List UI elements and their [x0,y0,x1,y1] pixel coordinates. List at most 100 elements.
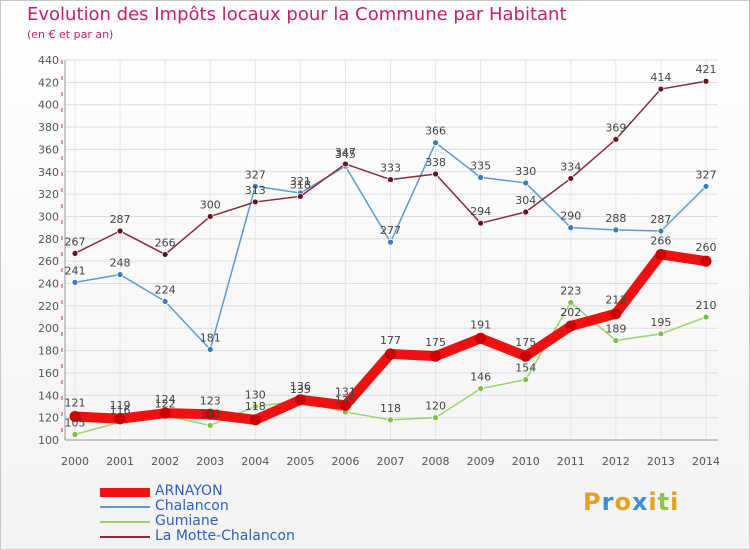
data-label-la-motte-chalancon: 421 [696,63,717,76]
legend-label-la-motte-chalancon: La Motte-Chalancon [155,528,295,544]
data-label-gumiane: 135 [290,383,311,396]
y-tick-label: 420 [38,76,59,89]
data-point-arnayon [385,348,396,360]
data-label-la-motte-chalancon: 313 [245,184,266,197]
data-point-chalancon [432,139,439,147]
data-point-la-motte-chalancon [251,198,259,206]
x-tick-label: 2001 [106,455,134,468]
data-point-arnayon [520,350,532,362]
data-point-arnayon [475,332,487,344]
data-point-la-motte-chalancon [206,213,214,220]
x-tick-label: 2003 [196,455,224,468]
y-tick-label: 340 [38,166,59,179]
logo-letter: r [601,488,615,516]
data-label-gumiane: 210 [696,299,717,312]
x-tick-label: 2010 [512,455,540,468]
x-tick-label: 2000 [61,455,89,468]
data-point-gumiane [71,431,79,438]
data-label-la-motte-chalancon: 338 [425,156,446,169]
x-tick-label: 2013 [647,455,675,468]
x-tick-label: 2011 [557,455,585,468]
data-point-gumiane [567,299,575,306]
data-label-arnayon: 213 [605,294,626,307]
x-tick-label: 2002 [151,455,179,468]
data-point-chalancon [161,298,169,305]
data-label-chalancon: 330 [515,165,536,178]
data-point-chalancon [612,226,620,234]
data-label-chalancon: 335 [470,159,491,172]
y-tick-label: 120 [38,412,59,425]
data-point-chalancon [387,238,394,246]
data-point-la-motte-chalancon [387,176,394,183]
data-label-la-motte-chalancon: 287 [110,213,131,226]
y-tick-label: 440 [38,54,59,67]
data-label-la-motte-chalancon: 294 [470,205,491,218]
y-tick-label: 360 [38,143,59,156]
data-label-arnayon: 118 [245,400,266,413]
data-label-la-motte-chalancon: 347 [335,146,356,159]
y-tick-label: 380 [38,121,59,134]
data-label-arnayon: 123 [200,394,221,407]
data-point-gumiane [432,414,439,422]
data-point-la-motte-chalancon [702,77,710,85]
data-label-chalancon: 181 [200,331,221,344]
data-label-arnayon: 191 [470,318,491,331]
data-label-chalancon: 241 [65,264,86,277]
y-tick-label: 220 [38,300,59,313]
y-tick-label: 240 [38,278,59,291]
data-label-arnayon: 177 [380,334,401,347]
legend-swatch-chalancon [100,506,150,508]
data-point-gumiane [206,422,214,429]
y-tick-label: 200 [38,322,59,335]
data-point-gumiane [477,385,485,392]
legend-swatch-arnayon [100,487,150,497]
logo-letter: i [648,488,658,516]
data-label-la-motte-chalancon: 318 [290,178,311,191]
data-point-la-motte-chalancon [296,192,304,200]
x-tick-label: 2008 [422,455,450,468]
data-point-gumiane [522,376,530,384]
proxiti-logo: Proxiti [583,488,679,516]
legend-swatch-gumiane [100,521,150,523]
data-point-arnayon [114,413,126,425]
data-point-chalancon [206,346,214,353]
data-point-la-motte-chalancon [71,249,79,257]
data-label-gumiane: 154 [515,362,536,375]
data-point-chalancon [522,179,530,187]
data-label-gumiane: 116 [110,404,131,417]
data-label-gumiane: 105 [65,416,86,429]
data-point-gumiane [612,337,620,344]
data-label-arnayon: 175 [425,336,446,349]
data-label-la-motte-chalancon: 333 [380,162,401,175]
x-tick-label: 2004 [241,455,269,468]
data-label-arnayon: 260 [696,241,717,254]
logo-letter: i [670,488,680,516]
data-label-gumiane: 223 [560,285,581,298]
data-point-chalancon [477,173,485,181]
data-label-la-motte-chalancon: 304 [515,194,536,207]
y-tick-label: 160 [38,367,59,380]
data-point-chalancon [71,279,79,286]
data-label-la-motte-chalancon: 334 [560,160,581,173]
data-point-gumiane [702,313,710,321]
y-tick-label: 320 [38,188,59,201]
data-point-la-motte-chalancon [612,135,620,143]
data-point-arnayon [565,320,577,332]
data-label-gumiane: 195 [650,316,671,329]
data-label-gumiane: 189 [605,323,626,336]
data-point-la-motte-chalancon [116,227,124,235]
data-point-la-motte-chalancon [567,175,575,182]
y-tick-label: 100 [38,434,59,447]
y-tick-label: 140 [38,389,59,402]
y-tick-label: 180 [38,345,59,358]
data-label-chalancon: 224 [155,283,176,296]
data-label-chalancon: 327 [696,168,717,181]
data-point-arnayon [700,255,712,267]
x-tick-label: 2005 [286,455,314,468]
data-point-la-motte-chalancon [161,251,169,258]
data-label-gumiane: 130 [245,388,266,401]
data-label-gumiane: 113 [200,407,221,420]
data-label-arnayon: 131 [335,385,356,398]
data-point-gumiane [657,330,665,338]
